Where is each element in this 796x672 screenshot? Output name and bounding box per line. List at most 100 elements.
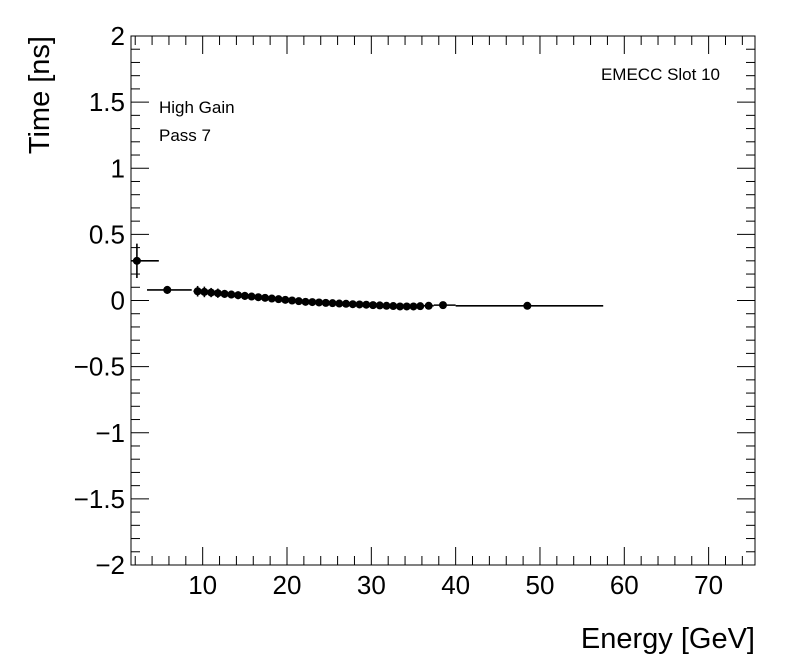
data-point <box>409 302 418 311</box>
data-point <box>321 298 330 307</box>
data-point <box>335 299 344 308</box>
marker <box>342 299 351 308</box>
y-tick-label: −0.5 <box>74 352 125 382</box>
y-tick-label: 0.5 <box>89 219 125 249</box>
marker <box>315 298 324 307</box>
data-point <box>274 295 283 304</box>
data-point <box>355 300 364 309</box>
data-point <box>423 301 434 310</box>
data-point <box>200 286 209 298</box>
marker <box>355 300 364 309</box>
data-point <box>261 293 270 302</box>
marker <box>402 302 411 311</box>
marker <box>281 295 290 304</box>
y-axis-title: Time [ns] <box>24 36 56 154</box>
marker <box>220 289 229 298</box>
marker <box>321 298 330 307</box>
data-point <box>131 243 159 279</box>
marker <box>395 302 404 311</box>
marker <box>227 290 236 299</box>
data-point <box>220 289 229 298</box>
y-tick-label: −1 <box>95 418 125 448</box>
data-point <box>362 300 371 309</box>
x-tick-label: 30 <box>357 570 386 600</box>
axis-ticks <box>131 35 755 566</box>
marker <box>523 301 532 310</box>
marker <box>132 256 141 265</box>
y-tick-label: −2 <box>95 550 125 580</box>
data-point <box>240 291 249 300</box>
data-point <box>294 297 303 306</box>
marker <box>247 292 256 301</box>
marker <box>294 297 303 306</box>
marker <box>288 296 297 305</box>
marker <box>254 293 263 302</box>
x-tick-label: 10 <box>188 570 217 600</box>
marker <box>261 293 270 302</box>
gain-label: High Gain <box>159 98 235 117</box>
x-tick-label: 20 <box>273 570 302 600</box>
x-tick-labels: 10 20 30 40 50 60 70 <box>188 570 723 600</box>
marker <box>369 301 378 310</box>
data-point <box>207 287 216 298</box>
data-point <box>395 302 404 311</box>
slot-label: EMECC Slot 10 <box>601 65 720 84</box>
data-points <box>131 243 604 311</box>
pass-label: Pass 7 <box>159 126 211 145</box>
data-point <box>281 295 290 304</box>
marker <box>375 301 384 310</box>
marker <box>200 287 209 296</box>
y-tick-label: 0 <box>111 286 125 316</box>
data-point <box>342 299 351 308</box>
data-point <box>348 300 357 309</box>
x-tick-label: 50 <box>526 570 555 600</box>
marker <box>308 298 317 307</box>
marker <box>389 302 398 311</box>
marker <box>207 288 216 297</box>
x-tick-label: 70 <box>694 570 723 600</box>
marker <box>267 294 276 303</box>
marker <box>301 297 310 306</box>
marker <box>439 301 447 310</box>
data-point <box>375 301 384 310</box>
y-tick-label: 1 <box>111 153 125 183</box>
data-point <box>369 301 378 310</box>
y-tick-labels: −2 −1.5 −1 −0.5 0 0.5 1 1.5 2 <box>74 21 125 580</box>
data-point <box>455 301 604 310</box>
marker <box>328 299 337 308</box>
data-point <box>416 302 425 311</box>
marker <box>348 300 357 309</box>
data-point <box>267 294 276 303</box>
y-tick-label: −1.5 <box>74 484 125 514</box>
marker <box>424 301 433 310</box>
y-tick-label: 1.5 <box>89 87 125 117</box>
data-point <box>328 299 337 308</box>
marker <box>416 302 425 311</box>
marker <box>193 287 202 296</box>
data-point <box>389 302 398 311</box>
data-point <box>288 296 297 305</box>
marker <box>213 289 222 298</box>
y-tick-label: 2 <box>111 21 125 51</box>
marker <box>163 285 172 294</box>
marker <box>274 295 283 304</box>
data-point <box>254 293 263 302</box>
x-axis-title: Energy [GeV] <box>581 623 755 655</box>
data-point <box>147 285 192 294</box>
marker <box>382 301 391 310</box>
data-point <box>382 301 391 310</box>
data-point <box>227 290 236 299</box>
data-point <box>234 291 243 300</box>
x-tick-label: 60 <box>610 570 639 600</box>
marker <box>240 291 249 300</box>
data-point <box>315 298 324 307</box>
marker <box>335 299 344 308</box>
data-point <box>301 297 310 306</box>
x-tick-label: 40 <box>441 570 470 600</box>
marker <box>362 300 371 309</box>
data-point <box>433 301 456 310</box>
data-point <box>247 292 256 301</box>
data-point <box>213 288 222 298</box>
marker <box>234 291 243 300</box>
